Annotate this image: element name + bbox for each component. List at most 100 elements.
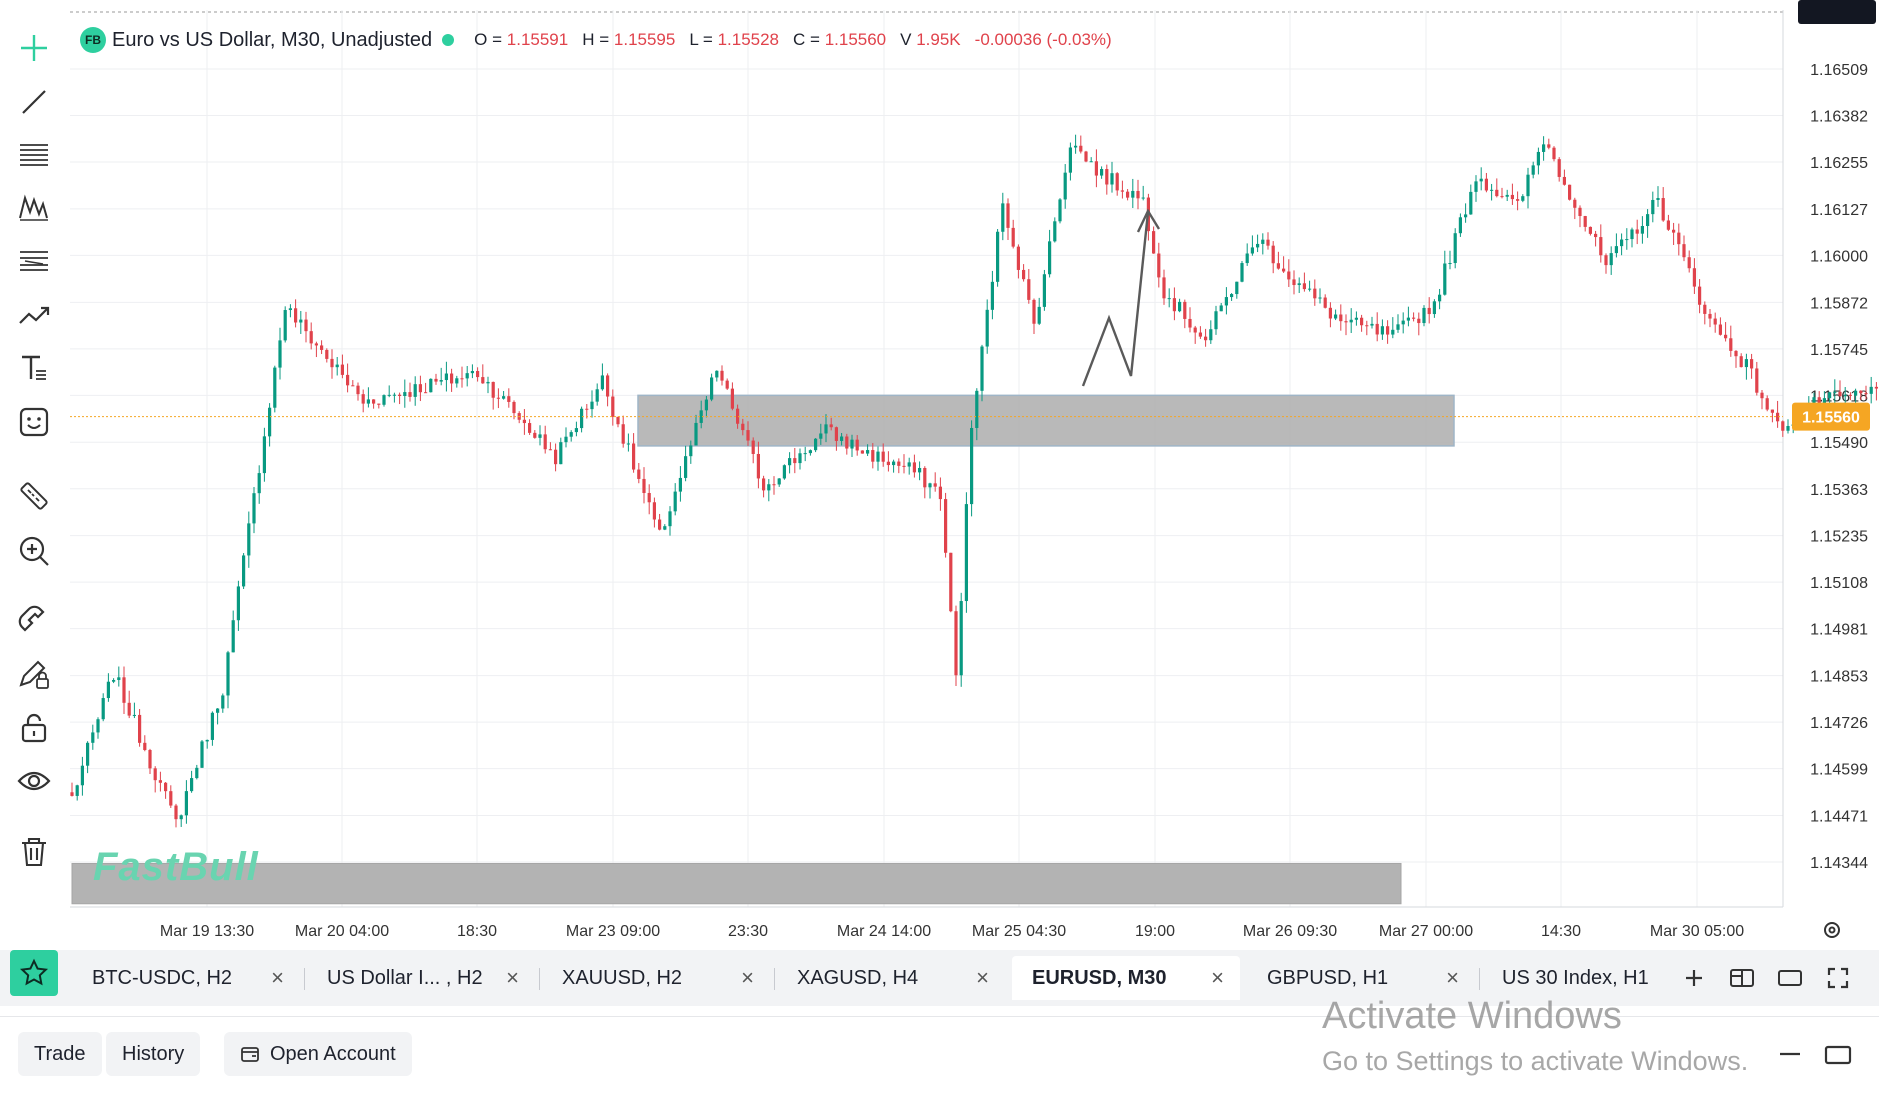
- y-tick-label: 1.14471: [1810, 808, 1868, 825]
- candle-body: [1006, 203, 1010, 228]
- close-icon[interactable]: ×: [1446, 965, 1459, 990]
- x-tick-label: 18:30: [457, 923, 497, 940]
- candle-body: [1115, 173, 1119, 191]
- candle-body: [408, 392, 412, 397]
- activate-windows-title: Activate Windows: [1322, 995, 1622, 1037]
- candle-body: [1105, 169, 1109, 185]
- y-tick-label: 1.16255: [1810, 155, 1868, 172]
- candle-body: [153, 768, 157, 781]
- projection-arrowhead[interactable]: [1136, 208, 1161, 233]
- candle-body: [1089, 161, 1093, 163]
- brush-lock-icon[interactable]: [12, 652, 56, 696]
- open-account-button[interactable]: Open Account: [224, 1032, 412, 1076]
- candle-body: [164, 782, 168, 792]
- crosshair-icon[interactable]: [12, 26, 56, 70]
- ohlc-open-label: O =: [474, 30, 503, 49]
- close-icon[interactable]: ×: [506, 965, 519, 990]
- activate-windows-subtitle: Go to Settings to activate Windows.: [1322, 1046, 1749, 1076]
- candle-body: [1729, 338, 1733, 351]
- lower-zone-rectangle[interactable]: [71, 862, 1402, 905]
- candle-body: [1838, 391, 1842, 397]
- unlock-icon[interactable]: [12, 706, 56, 750]
- y-tick-label: 1.15363: [1810, 482, 1868, 499]
- parallel-channel-icon[interactable]: [12, 238, 56, 282]
- candle-body: [1058, 199, 1062, 222]
- demand-zone-rectangle[interactable]: [637, 394, 1455, 447]
- minimize-panel-button[interactable]: [1776, 1040, 1804, 1070]
- candle-body: [1828, 392, 1832, 399]
- candle-body: [1141, 197, 1145, 199]
- window-mode-button[interactable]: [1770, 958, 1810, 998]
- favorites-star-button[interactable]: [10, 950, 58, 996]
- candle-body: [273, 367, 277, 408]
- candle-body: [148, 749, 152, 769]
- candle-body: [522, 419, 526, 424]
- candle-body: [387, 394, 391, 396]
- tab-us30-index[interactable]: US 30 Index, H1: [1482, 956, 1682, 1000]
- candle-body: [190, 778, 194, 792]
- candle-body: [1308, 288, 1312, 290]
- emoji-icon[interactable]: [12, 400, 56, 444]
- candle-body: [621, 424, 625, 444]
- symbol-title[interactable]: Euro vs US Dollar, M30, Unadjusted: [112, 28, 433, 51]
- tab-gbpusd[interactable]: GBPUSD, H1 ×: [1247, 956, 1475, 1000]
- price-chart[interactable]: 1.16509 1.16382 1.16255 1.16127 1.16000 1.158…: [70, 0, 1879, 950]
- forecast-icon[interactable]: [12, 292, 56, 336]
- history-button[interactable]: History: [106, 1032, 201, 1076]
- tab-btc-usdc[interactable]: BTC-USDC, H2 ×: [72, 956, 300, 1000]
- candle-body: [216, 708, 220, 713]
- candle-body: [335, 364, 339, 368]
- candle-body: [600, 375, 604, 390]
- text-tool-icon[interactable]: [12, 346, 56, 390]
- pattern-icon[interactable]: [12, 185, 56, 229]
- close-icon[interactable]: ×: [741, 965, 754, 990]
- candle-body: [242, 555, 246, 587]
- candle-body: [1869, 386, 1873, 394]
- tab-eurusd[interactable]: EURUSD, M30 ×: [1012, 956, 1240, 1000]
- fib-retracement-icon[interactable]: [12, 132, 56, 176]
- candle-body: [465, 373, 469, 379]
- candle-body: [1323, 297, 1327, 308]
- eye-icon[interactable]: [12, 759, 56, 803]
- tab-xagusd[interactable]: XAGUSD, H4 ×: [777, 956, 1005, 1000]
- add-tab-button[interactable]: [1674, 958, 1714, 998]
- close-icon[interactable]: ×: [271, 965, 284, 990]
- tab-xauusd[interactable]: XAUUSD, H2 ×: [542, 956, 770, 1000]
- candle-body: [1557, 159, 1561, 177]
- tab-us-dollar-index[interactable]: US Dollar I... , H2 ×: [307, 956, 535, 1000]
- settings-gear-icon[interactable]: [1824, 922, 1840, 938]
- candle-body: [1167, 298, 1171, 300]
- candle-body: [1313, 288, 1317, 299]
- zoom-in-icon[interactable]: [12, 529, 56, 573]
- candle-body: [106, 681, 110, 699]
- projection-arrow-path[interactable]: [1081, 211, 1150, 387]
- trade-button[interactable]: Trade: [18, 1032, 102, 1076]
- candle-body: [1781, 421, 1785, 431]
- candle-body: [325, 349, 329, 359]
- candle-body: [1417, 318, 1421, 324]
- trash-icon[interactable]: [12, 830, 56, 874]
- ohlc-open: O = 1.15591: [474, 30, 568, 50]
- maximize-panel-button[interactable]: [1822, 1040, 1854, 1070]
- ruler-icon[interactable]: [12, 474, 56, 518]
- magnet-icon[interactable]: [12, 599, 56, 643]
- candle-body: [470, 371, 474, 374]
- x-tick-label: Mar 23 09:00: [566, 923, 660, 940]
- candle-body: [434, 378, 438, 382]
- chart-area[interactable]: 1.16509 1.16382 1.16255 1.16127 1.16000 1.158…: [70, 0, 1879, 950]
- close-icon[interactable]: ×: [1211, 965, 1224, 990]
- candle-body: [538, 434, 542, 438]
- candle-body: [351, 385, 355, 387]
- candle-body: [1770, 409, 1774, 413]
- candle-body: [1245, 253, 1249, 264]
- fullscreen-button[interactable]: [1818, 958, 1858, 998]
- candle-body: [1048, 241, 1052, 275]
- candle-body: [1209, 329, 1213, 341]
- candle-body: [694, 422, 698, 446]
- candle-body: [793, 458, 797, 464]
- layout-button[interactable]: [1722, 958, 1762, 998]
- close-icon[interactable]: ×: [976, 965, 989, 990]
- ohlc-high: H = 1.15595: [582, 30, 675, 50]
- trend-line-icon[interactable]: [12, 80, 56, 124]
- x-tick-label: Mar 20 04:00: [295, 923, 389, 940]
